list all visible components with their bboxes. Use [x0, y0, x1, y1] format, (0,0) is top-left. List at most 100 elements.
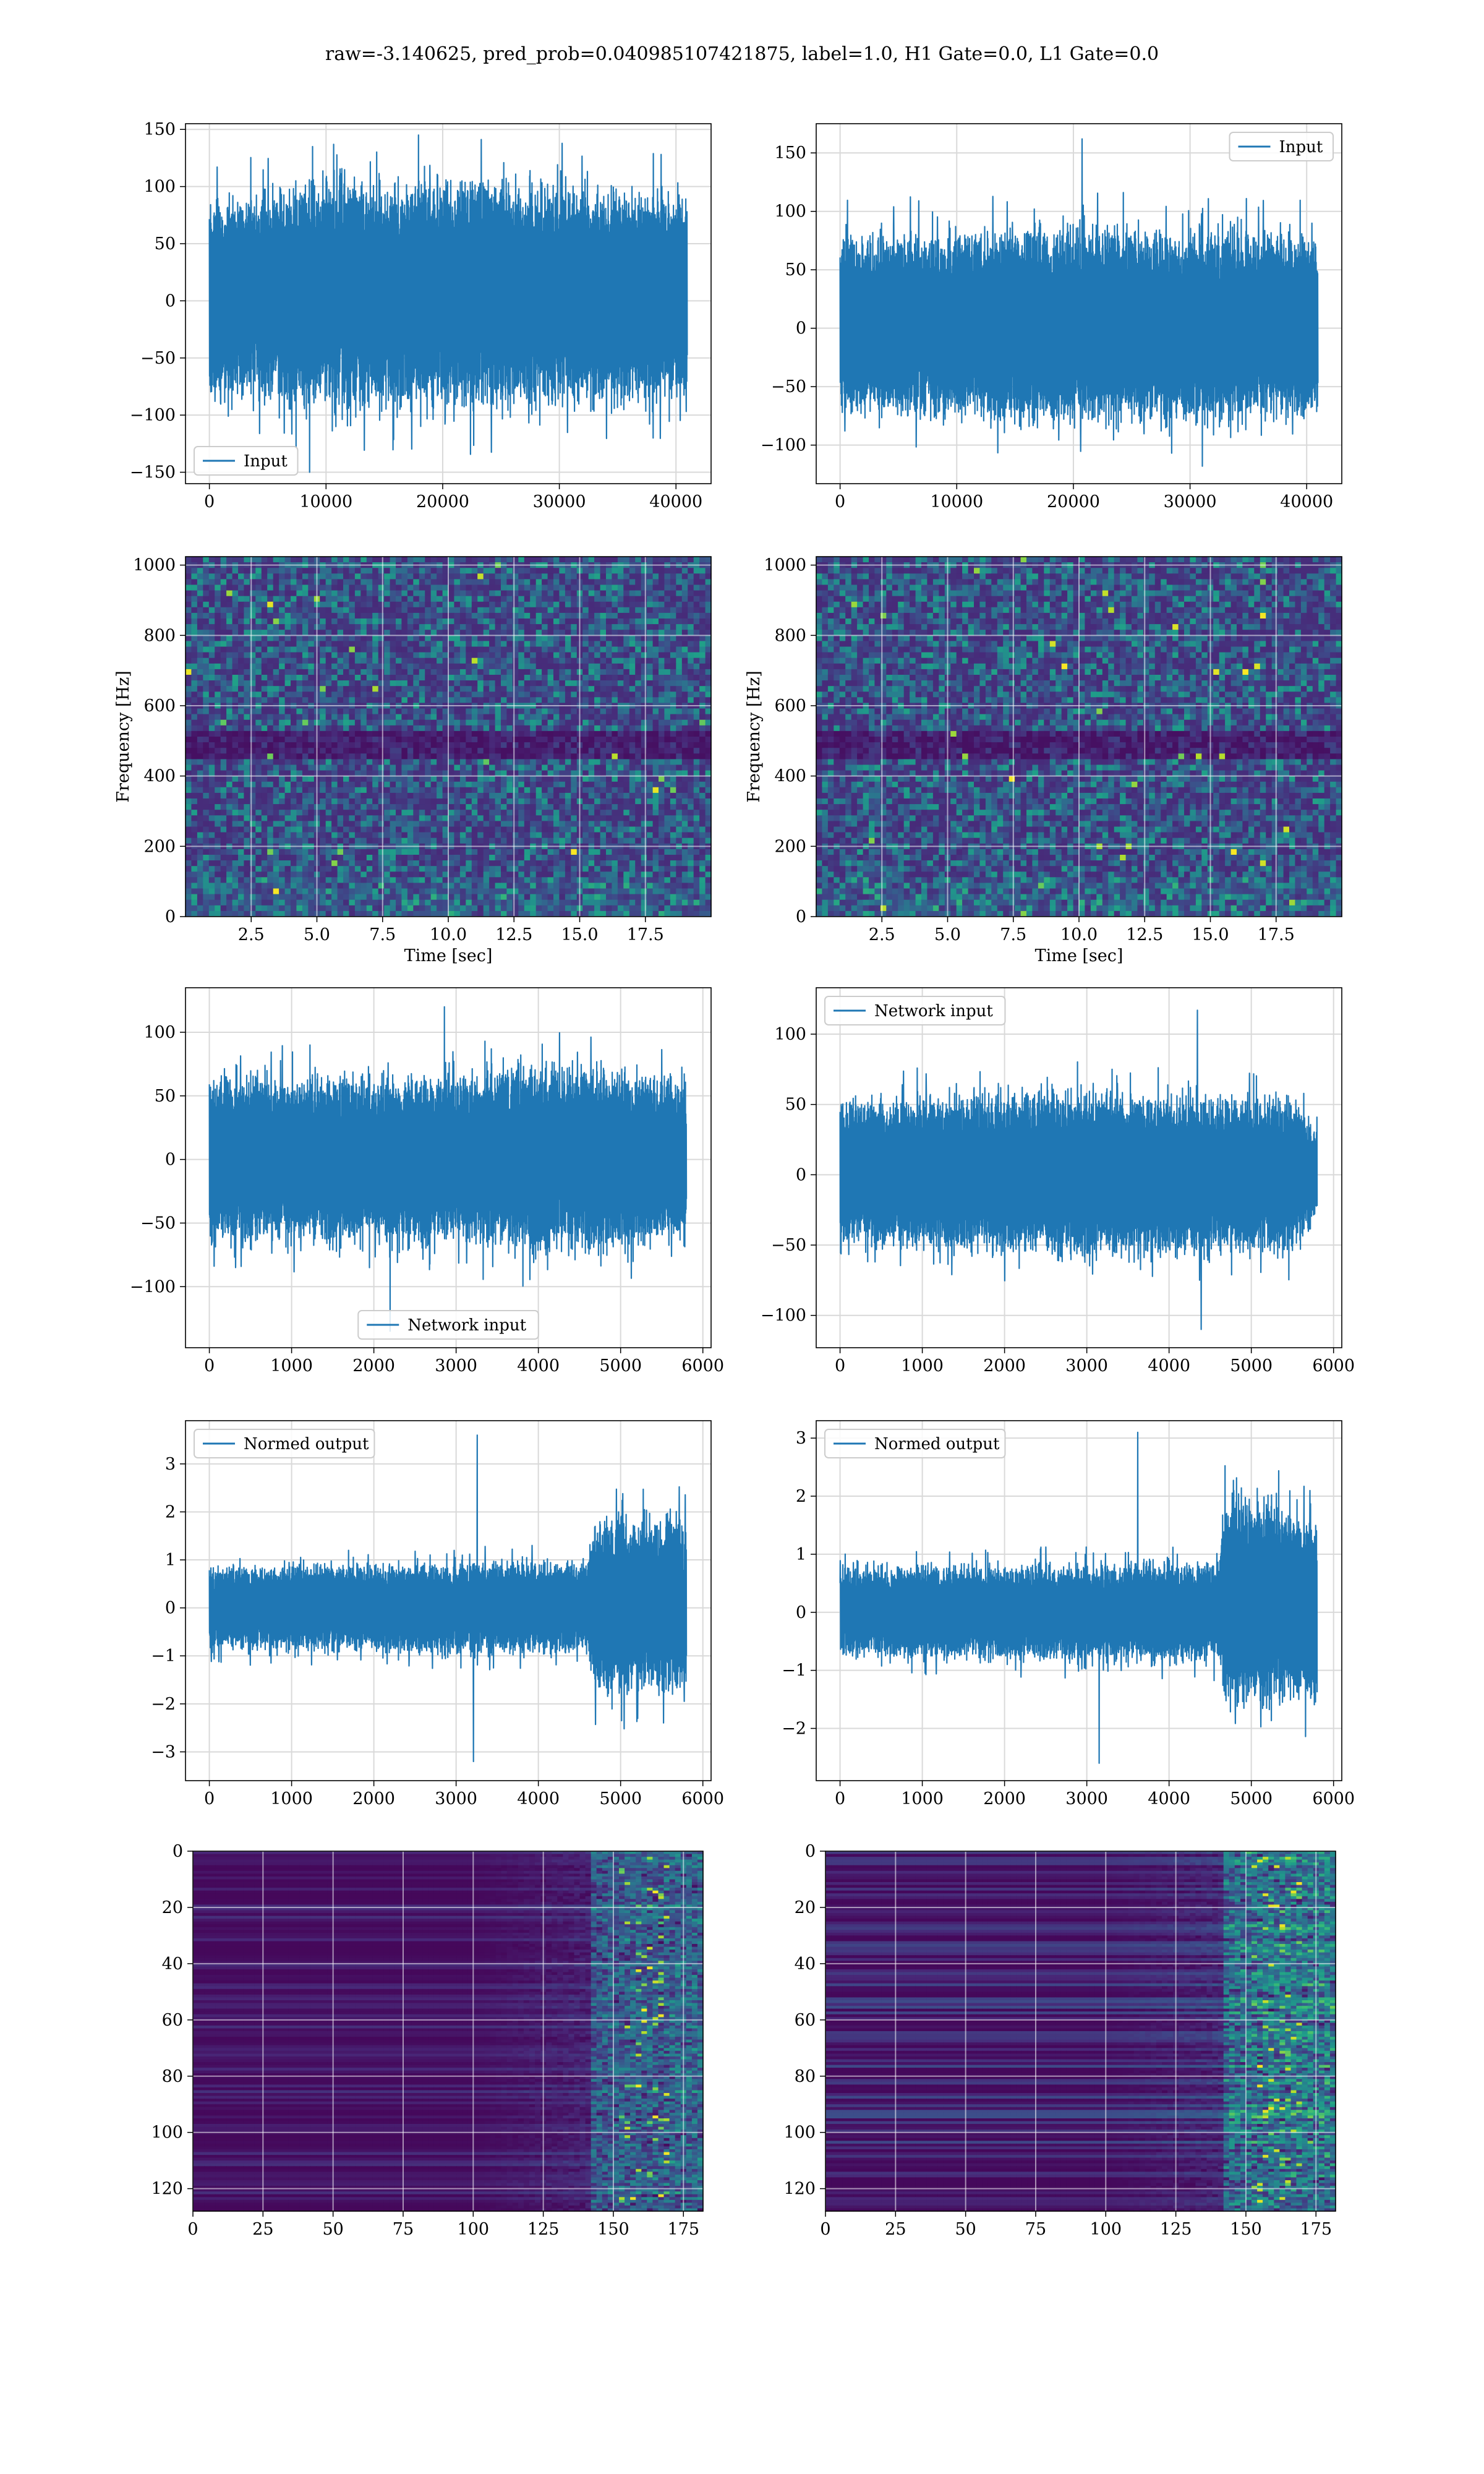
heat-cell [267, 787, 273, 794]
heat-cell [384, 635, 390, 641]
heat-cell [425, 833, 431, 839]
heat-cell [238, 641, 244, 647]
heat-cell [367, 680, 373, 687]
heat-cell [367, 748, 373, 754]
heat-cell [238, 669, 244, 675]
heat-cell [641, 686, 647, 692]
heat-cell [659, 776, 665, 782]
heat-cell [226, 742, 232, 748]
heat-cell [273, 860, 279, 867]
heat-cell [676, 613, 682, 619]
heat-cell [484, 675, 490, 681]
heat-cell [349, 618, 355, 625]
heat-cell [542, 607, 548, 614]
heat-cell [501, 804, 507, 810]
heat-cell [372, 787, 378, 794]
heat-cell [589, 709, 595, 715]
heat-cell [215, 669, 221, 675]
heat-cell [343, 647, 349, 653]
heat-cell [390, 726, 396, 732]
heat-cell [191, 737, 197, 743]
heat-cell [699, 596, 706, 602]
heat-cell [641, 647, 647, 653]
heat-cell [215, 602, 221, 608]
heat-cell [501, 579, 507, 585]
heat-cell [454, 765, 460, 771]
heat-cell [565, 653, 571, 659]
heat-cell [594, 573, 600, 580]
heat-cell [559, 669, 565, 675]
heat-cell [244, 748, 250, 754]
heat-cell [273, 669, 279, 675]
heat-cell [226, 798, 232, 805]
heat-cell [331, 720, 338, 726]
heat-cell [279, 573, 285, 580]
heat-cell [425, 641, 431, 647]
heat-cell [565, 641, 571, 647]
heat-cell [472, 714, 478, 721]
heat-cell [454, 731, 460, 737]
heat-cell [343, 664, 349, 670]
heat-cell [495, 686, 501, 692]
heat-cell [308, 680, 314, 687]
heat-cell [285, 787, 291, 794]
heat-cell [589, 568, 595, 574]
heat-cell [262, 697, 268, 703]
heat-cell [448, 613, 454, 619]
heat-cell [659, 591, 665, 597]
heat-cell [536, 697, 542, 703]
heat-cell [431, 686, 437, 692]
heat-cell [384, 742, 390, 748]
heat-cell [425, 709, 431, 715]
heat-cell [291, 753, 297, 760]
heat-cell [203, 653, 209, 659]
heat-cell [565, 782, 571, 788]
heat-cell [629, 647, 636, 653]
heat-cell [484, 726, 490, 732]
heat-cell [600, 664, 607, 670]
heat-cell [355, 691, 361, 698]
heat-cell [244, 838, 250, 844]
heat-cell [548, 573, 554, 580]
heat-cell [536, 686, 542, 692]
heat-cell [477, 624, 484, 630]
heat-cell [536, 855, 542, 861]
heat-cell [372, 720, 378, 726]
heat-cell [273, 827, 279, 833]
heat-cell [612, 641, 618, 647]
heat-cell [378, 759, 385, 765]
heat-cell [419, 618, 425, 625]
heat-cell [670, 602, 676, 608]
heat-cell [401, 765, 407, 771]
heat-cell [706, 585, 712, 591]
heat-cell [437, 579, 443, 585]
heat-cell [571, 827, 577, 833]
heat-cell [612, 748, 618, 754]
heat-cell [360, 557, 367, 563]
heat-cell [641, 697, 647, 703]
heat-cell [647, 658, 653, 664]
heat-cell [612, 759, 618, 765]
heat-cell [454, 635, 460, 641]
heat-cell [582, 737, 589, 743]
heat-cell [641, 720, 647, 726]
heat-cell [553, 573, 560, 580]
heat-cell [477, 591, 484, 597]
heat-cell [699, 793, 706, 799]
heat-cell [699, 647, 706, 653]
heat-cell [548, 709, 554, 715]
heat-cell [413, 742, 419, 748]
heat-cell [203, 675, 209, 681]
heat-cell [302, 709, 309, 715]
heat-cell [659, 748, 665, 754]
heat-cell [191, 798, 197, 805]
heat-cell [396, 591, 402, 597]
heat-cell [618, 585, 624, 591]
heat-cell [536, 731, 542, 737]
heat-cell [203, 624, 209, 630]
heat-cell [524, 742, 531, 748]
heat-cell [378, 653, 385, 659]
heat-cell [600, 697, 607, 703]
heat-cell [232, 618, 239, 625]
heat-cell [571, 697, 577, 703]
